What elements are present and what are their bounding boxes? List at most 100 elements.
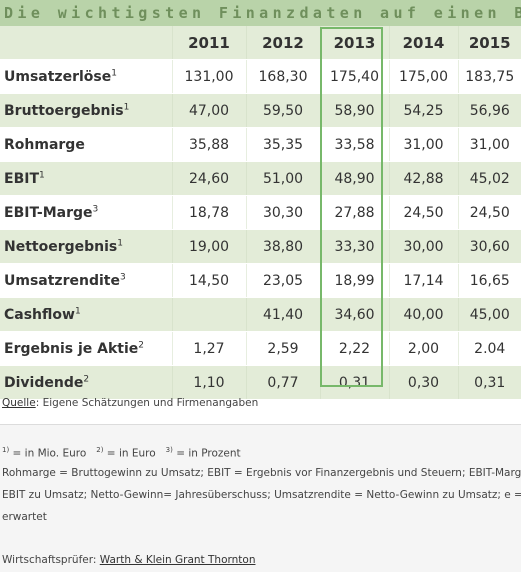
definitions-line-3: erwartet [2,511,47,523]
value-cell: 0,30 [388,365,458,400]
definitions-line-2: EBIT zu Umsatz; Netto-Gewinn= Jahresüber… [2,489,521,501]
year-header: 2014 [388,26,458,60]
footnote-marker: 1 [123,101,130,112]
definitions-line-1: Rohmarge = Bruttogewinn zu Umsatz; EBIT … [2,467,521,479]
value-cell: 2,22 [319,331,389,366]
footnote-marker: 1 [117,237,123,248]
value-cell: 59,50 [245,93,320,128]
value-cell: 48,90 [319,161,389,196]
source-link[interactable]: Quelle [2,397,36,409]
row-label-text: EBIT-Marge [4,204,93,221]
value-cell: 183,75 [457,59,521,94]
value-cell: 33,58 [319,127,389,162]
unit-footnotes: 1) = in Mio. Euro 2) = in Euro 3) = in P… [2,446,241,460]
year-header: 2011 [171,26,246,60]
value-cell: 2,00 [388,331,458,366]
table-row: Rohmarge 35,88 35,35 33,58 31,00 31,00 [0,127,521,162]
footnote-marker: 2 [83,373,90,384]
value-cell: 2,59 [245,331,320,366]
value-cell: 30,00 [388,229,458,264]
row-label-text: Nettoergebnis [4,238,118,255]
footnotes-panel [0,424,521,572]
value-cell: 1,27 [171,331,246,366]
value-cell: 51,00 [245,161,320,196]
row-label: Cashflow1 [0,297,172,332]
auditor-link[interactable]: Warth & Klein Grant Thornton [99,554,256,566]
value-cell: 16,65 [457,263,521,298]
value-cell: 33,30 [319,229,389,264]
table-row: Ergebnis je Aktie2 1,27 2,59 2,22 2,00 2.04 [0,331,521,366]
year-header: 2012 [245,26,320,60]
value-cell: 0,31 [319,365,389,400]
table-row: EBIT-Marge3 18,78 30,30 27,88 24,50 24,50 [0,195,521,230]
row-label: Ergebnis je Aktie2 [0,331,172,366]
value-cell: 31,00 [457,127,521,162]
value-cell: 18,78 [171,195,246,230]
value-cell: 17,14 [388,263,458,298]
value-cell: 23,05 [245,263,320,298]
value-cell: 34,60 [319,297,389,332]
year-header: 2015 [457,26,521,60]
row-label: Nettoergebnis1 [0,229,172,264]
table-row: Dividende2 1,10 0,77 0,31 0,30 0,31 [0,365,521,400]
value-cell: 24,60 [171,161,246,196]
footnote-marker: 3 [92,203,99,214]
header-row: 2011 2012 2013 2014 2015 [0,26,521,60]
value-cell: 175,00 [388,59,458,94]
value-cell: 24,50 [457,195,521,230]
value-cell: 40,00 [388,297,458,332]
row-label-text: Umsatzrendite [4,272,120,289]
fn3-text: = in Prozent [172,447,241,460]
value-cell: 175,40 [319,59,389,94]
row-label-text: Dividende [4,374,84,391]
table-row: Cashflow1 41,40 34,60 40,00 45,00 [0,297,521,332]
value-cell: 19,00 [171,229,246,264]
value-cell: 54,25 [388,93,458,128]
header-empty-cell [0,26,172,60]
row-label-text: Rohmarge [4,136,85,153]
row-label: Bruttoergebnis1 [0,93,172,128]
value-cell: 30,30 [245,195,320,230]
value-cell: 31,00 [388,127,458,162]
value-cell: 2.04 [457,331,521,366]
value-cell: 0,77 [245,365,320,400]
financial-table: 2011 2012 2013 2014 2015 Umsatzerlöse1 13… [0,26,521,400]
value-cell: 35,88 [171,127,246,162]
fn2-mark: 2) [96,446,104,454]
value-cell [171,297,246,332]
footnote-marker: 1 [39,169,45,180]
year-header: 2013 [319,26,389,60]
source-text: : Eigene Schätzungen und Firmenangaben [35,397,259,409]
source-line: Quelle: Eigene Schätzungen und Firmenang… [2,397,258,409]
row-label-text: Bruttoergebnis [4,102,124,119]
value-cell: 168,30 [245,59,320,94]
value-cell: 41,40 [245,297,320,332]
row-label: EBIT-Marge3 [0,195,172,230]
table-row: Umsatzrendite3 14,50 23,05 18,99 17,14 16,65 [0,263,521,298]
row-label-text: Umsatzerlöse [4,68,112,85]
value-cell: 1,10 [171,365,246,400]
value-cell: 58,90 [319,93,389,128]
value-cell: 14,50 [171,263,246,298]
value-cell: 42,88 [388,161,458,196]
row-label-text: Cashflow [4,306,75,323]
fn1-text: = in Mio. Euro [9,447,87,460]
value-cell: 35,35 [245,127,320,162]
value-cell: 24,50 [388,195,458,230]
table-row: Bruttoergebnis1 47,00 59,50 58,90 54,25 56,96 [0,93,521,128]
value-cell: 38,80 [245,229,320,264]
row-label-text: EBIT [4,170,39,187]
value-cell: 27,88 [319,195,389,230]
row-label: Rohmarge [0,127,172,162]
value-cell: 0,31 [457,365,521,400]
value-cell: 30,60 [457,229,521,264]
value-cell: 45,00 [457,297,521,332]
row-label: Dividende2 [0,365,172,400]
fn2-text: = in Euro [103,447,156,460]
footnote-marker: 1 [111,67,117,78]
row-label: Umsatzerlöse1 [0,59,172,94]
row-label: EBIT1 [0,161,172,196]
value-cell: 131,00 [171,59,246,94]
table-row: Nettoergebnis1 19,00 38,80 33,30 30,00 30,60 [0,229,521,264]
value-cell: 56,96 [457,93,521,128]
